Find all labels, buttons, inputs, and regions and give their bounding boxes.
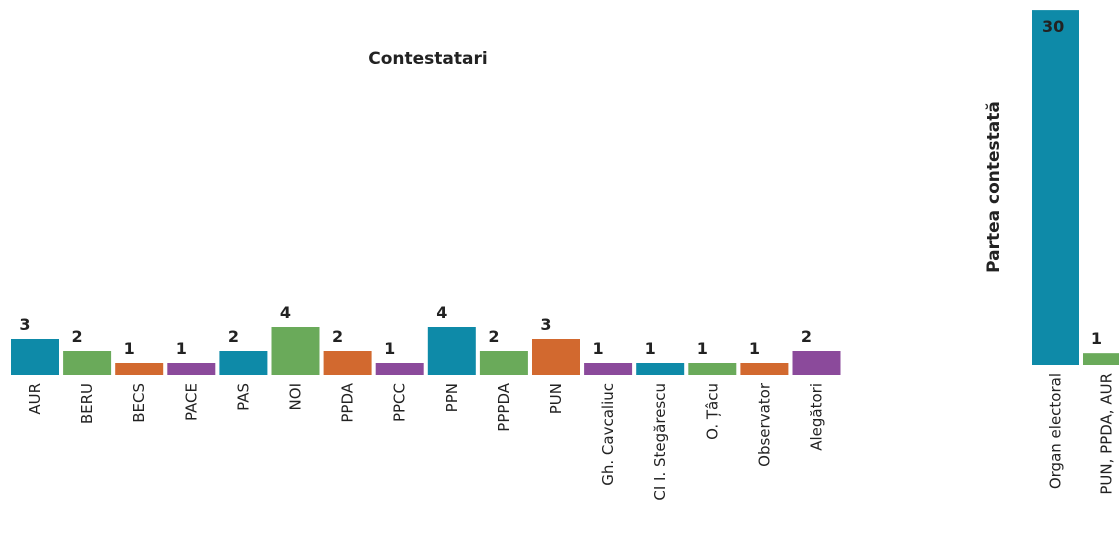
x-tick-label: O. Țâcu: [703, 383, 721, 440]
bar: [740, 363, 789, 375]
bar: [532, 339, 580, 375]
value-label: 1: [384, 339, 395, 358]
value-label: 3: [540, 315, 551, 334]
value-label: 1: [593, 339, 604, 358]
value-label: 1: [1091, 329, 1102, 348]
x-tick-label: PPCC: [391, 383, 409, 422]
chart-title: Partea contestată: [984, 101, 1004, 273]
x-tick-label: Observator: [755, 382, 773, 467]
bar: [636, 363, 685, 375]
bar: [323, 351, 372, 375]
bar: [1032, 10, 1079, 365]
value-label: 2: [332, 327, 343, 346]
x-tick-label: PAS: [234, 383, 252, 411]
x-tick-label: PUN: [547, 383, 565, 414]
value-label: 2: [801, 327, 812, 346]
value-label: 1: [697, 339, 708, 358]
value-label: 1: [749, 339, 760, 358]
x-tick-label: PPPDA: [495, 382, 513, 431]
chart-title: Contestatari: [368, 49, 487, 69]
x-tick-label: CI I. Stegărescu: [651, 383, 669, 501]
value-label: 30: [1042, 17, 1064, 36]
x-tick-label: NOI: [287, 383, 305, 410]
x-tick-label: PPN: [443, 383, 461, 412]
value-label: 1: [645, 339, 656, 358]
bar: [688, 363, 737, 375]
bar: [584, 363, 633, 375]
bar: [479, 351, 528, 375]
value-label: 4: [280, 303, 291, 322]
value-label: 2: [72, 327, 83, 346]
value-label: 4: [436, 303, 447, 322]
value-label: 3: [19, 315, 30, 334]
value-label: 2: [228, 327, 239, 346]
bar: [63, 351, 112, 375]
bar: [167, 363, 216, 375]
x-tick-label: BERU: [78, 383, 96, 424]
bar: [792, 351, 841, 375]
bar: [1083, 353, 1119, 365]
x-tick-label: Gh. Cavcaliuc: [599, 383, 617, 486]
bar: [11, 339, 59, 375]
x-tick-label: PUN, PPDA, AUR: [1098, 373, 1116, 495]
value-label: 1: [124, 339, 135, 358]
x-tick-label: Alegători: [808, 383, 826, 451]
bar: [427, 327, 476, 375]
bar: [375, 363, 424, 375]
value-label: 1: [176, 339, 187, 358]
x-tick-label: BECS: [130, 383, 148, 423]
x-tick-label: PACE: [182, 383, 200, 421]
bar: [219, 351, 268, 375]
x-tick-label: PPDA: [339, 382, 357, 422]
x-tick-label: AUR: [26, 383, 44, 415]
bar: [271, 327, 320, 375]
bar: [115, 363, 164, 375]
x-tick-label: Organ electoral: [1047, 373, 1065, 489]
value-label: 2: [488, 327, 499, 346]
